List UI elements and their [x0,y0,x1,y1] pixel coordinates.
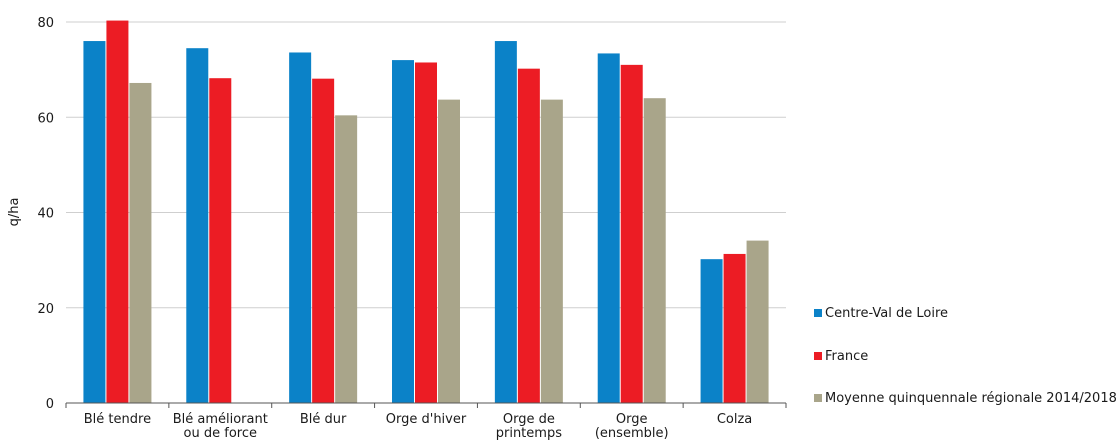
x-category-label-line: Orge d'hiver [386,412,467,427]
legend-swatch [814,309,822,317]
x-category-label: Blé dur [300,412,347,427]
x-category-label: Colza [717,412,752,427]
legend-swatch [814,352,822,360]
y-tick-label: 0 [46,397,54,412]
y-tick-label: 80 [37,16,54,31]
bar [540,99,563,403]
bar [83,41,106,404]
x-category-label: Orge d'hiver [386,412,467,427]
x-category-label-line: ou de force [184,426,257,441]
y-tick-label: 60 [37,111,54,126]
x-category-label-line: Blé améliorant [173,412,268,427]
bar [597,53,620,404]
bar [312,78,335,403]
bar [438,99,460,403]
legend-item-france: France [814,347,868,365]
x-axis-labels: Blé tendre Blé améliorant ou de force Blé d… [84,412,753,441]
bars [83,20,769,404]
bar [746,240,769,403]
y-tick-label: 40 [37,207,54,222]
x-category-label-line: Orge de [503,412,555,427]
legend-item-moyenne-quinquennale: Moyenne quinquennale régionale 2014/2018 [814,389,1117,407]
y-axis-title: q/ha [7,198,22,227]
legend-item-centre-val-de-loire: Centre-Val de Loire [814,304,948,322]
bar [106,20,129,403]
x-category-label-line: printemps [496,426,562,441]
legend-label: Centre-Val de Loire [825,305,949,321]
x-category-label: Orge de printemps [496,412,562,441]
x-category-label-line: (ensemble) [595,426,669,441]
bar [415,62,437,403]
x-category-label: Blé améliorant ou de force [173,412,268,441]
x-category-label-line: Blé dur [300,412,347,427]
bar [209,78,232,403]
bar [335,115,358,403]
legend-label: France [825,348,869,364]
bar [700,259,723,403]
x-category-label-line: Blé tendre [84,412,151,427]
bar [517,68,540,404]
bar [289,52,312,403]
x-axis-ticks [65,403,787,408]
bar [620,64,643,404]
bar [186,48,209,403]
x-category-label-line: Colza [717,412,752,427]
legend-label: Moyenne quinquennale régionale 2014/2018 [825,390,1117,406]
y-axis-ticks: 0 20 40 60 80 [37,16,54,412]
x-category-label: Blé tendre [84,412,151,427]
bar [392,60,414,403]
x-category-label-line: Orge [616,412,648,427]
bar [494,41,517,404]
bar [643,98,666,403]
bar [723,253,746,403]
bar [129,82,152,404]
legend-swatch [814,394,822,402]
x-category-label: Orge (ensemble) [595,412,669,441]
y-tick-label: 20 [37,302,54,317]
